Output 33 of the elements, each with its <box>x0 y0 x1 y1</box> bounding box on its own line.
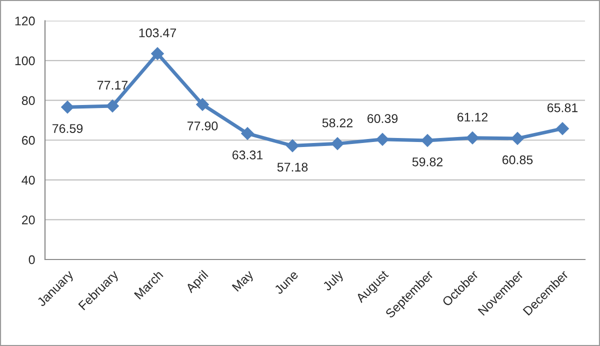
data-label: 60.39 <box>367 114 398 123</box>
data-label: 65.81 <box>547 103 578 112</box>
y-tick-label: 20 <box>22 216 35 224</box>
data-label: 103.47 <box>139 28 176 38</box>
point <box>466 131 479 144</box>
point <box>151 47 164 60</box>
point <box>556 122 569 135</box>
point <box>376 132 389 146</box>
point <box>286 139 299 152</box>
y-tick-label: 100 <box>15 56 35 66</box>
y-tick-label: 40 <box>22 176 35 185</box>
data-label: 60.85 <box>502 155 533 164</box>
data-label: 77.17 <box>98 80 128 90</box>
point <box>421 134 434 147</box>
data-label: 58.22 <box>322 118 353 128</box>
data-label: 63.31 <box>232 150 263 160</box>
data-label: 61.12 <box>457 112 488 122</box>
x-tick-label: May <box>232 270 256 294</box>
data-label: 57.18 <box>277 162 308 172</box>
y-tick-label: 60 <box>22 136 35 145</box>
point <box>511 132 524 145</box>
point <box>331 137 344 150</box>
point <box>196 98 209 111</box>
x-tick-label: July <box>322 269 346 294</box>
point <box>106 100 119 112</box>
point <box>61 100 74 114</box>
data-label: 76.59 <box>52 124 83 133</box>
y-tick-label: 0 <box>28 255 35 264</box>
data-label: 77.90 <box>188 122 218 130</box>
point <box>241 127 254 140</box>
data-label: 59.82 <box>412 157 443 166</box>
y-tick-label: 80 <box>22 96 35 105</box>
y-tick-label: 120 <box>15 16 35 26</box>
